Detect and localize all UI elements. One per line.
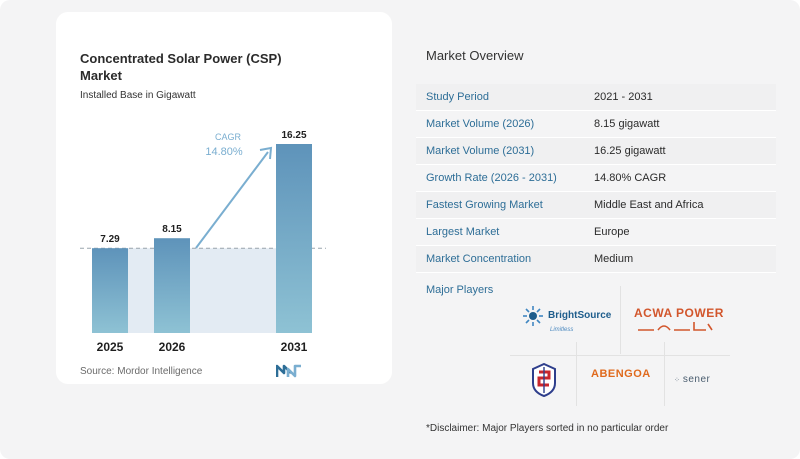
cagr-arrowhead — [259, 146, 273, 160]
overview-value: Europe — [594, 226, 630, 238]
overview-row: Fastest Growing Market Middle East and Af… — [416, 192, 776, 219]
overview-row: Market Concentration Medium — [416, 246, 776, 273]
acwa-power-name: ACWA POWER — [634, 306, 724, 320]
sener-logo: ⁘ sener — [674, 374, 710, 385]
players-divider — [620, 286, 621, 354]
players-divider — [510, 355, 730, 356]
overview-value: 16.25 gigawatt — [594, 145, 666, 157]
overview-key: Study Period — [426, 91, 489, 103]
overview-key: Largest Market — [426, 226, 500, 238]
value-label-2025: 7.29 — [100, 234, 120, 245]
overview-value: 8.15 gigawatt — [594, 118, 660, 130]
shield-emblem-icon — [532, 363, 556, 397]
reference-band — [92, 248, 312, 333]
overview-value: Middle East and Africa — [594, 199, 704, 211]
abengoa-name: ABENGOA — [591, 368, 651, 380]
sener-name: sener — [682, 374, 711, 385]
value-label-2026: 8.15 — [162, 224, 182, 235]
major-players-title: Major Players — [426, 284, 494, 296]
overview-key: Market Volume (2026) — [426, 118, 535, 130]
overview-value: Medium — [594, 253, 634, 265]
bar-2031 — [276, 144, 312, 333]
nur-energy-logo — [531, 363, 557, 397]
overview-key: Market Concentration — [426, 253, 532, 265]
bar-2025 — [92, 248, 128, 333]
brightsource-sun-icon — [523, 306, 543, 326]
overview-value: 14.80% CAGR — [594, 172, 667, 184]
brightsource-name: BrightSource — [548, 310, 612, 321]
source-label: Source: Mordor Intelligence — [80, 366, 203, 377]
overview-row: Study Period 2021 - 2031 — [416, 84, 776, 111]
category-label-2025: 2025 — [97, 340, 124, 354]
cagr-value: 14.80% — [205, 146, 243, 158]
overview-row: Largest Market Europe — [416, 219, 776, 246]
cagr-arrow-line — [195, 151, 269, 249]
mordor-intelligence-logo-icon — [276, 364, 301, 378]
overview-row: Growth Rate (2026 - 2031) 14.80% CAGR — [416, 165, 776, 192]
category-label-2031: 2031 — [281, 340, 308, 354]
overview-row: Market Volume (2031) 16.25 gigawatt — [416, 138, 776, 165]
chart-subtitle: Installed Base in Gigawatt — [80, 90, 196, 101]
chart-title: Concentrated Solar Power (CSP) Market — [80, 51, 282, 83]
acwa-power-logo: ACWA POWER — [634, 306, 724, 332]
overview-key: Growth Rate (2026 - 2031) — [426, 172, 557, 184]
cagr-label: CAGR — [215, 132, 242, 142]
players-divider — [664, 342, 665, 406]
players-divider — [576, 342, 577, 406]
market-overview-table: Study Period 2021 - 2031 Market Volume (2… — [416, 84, 776, 273]
category-label-2026: 2026 — [159, 340, 186, 354]
disclaimer: *Disclaimer: Major Players sorted in no … — [426, 423, 669, 434]
bar-2026 — [154, 238, 190, 333]
brightsource-logo: BrightSource Limitless — [522, 305, 611, 333]
overview-value: 2021 - 2031 — [594, 91, 653, 103]
sener-mark-icon: ⁘ — [674, 376, 680, 384]
overview-key: Market Volume (2031) — [426, 145, 535, 157]
market-overview-title: Market Overview — [426, 48, 524, 63]
overview-key: Fastest Growing Market — [426, 199, 543, 211]
overview-row: Market Volume (2026) 8.15 gigawatt — [416, 111, 776, 138]
acwa-arabic-script-icon — [638, 322, 713, 331]
abengoa-logo: ABENGOA — [591, 368, 651, 380]
brightsource-tagline: Limitless — [550, 327, 574, 333]
value-label-2031: 16.25 — [281, 130, 306, 141]
